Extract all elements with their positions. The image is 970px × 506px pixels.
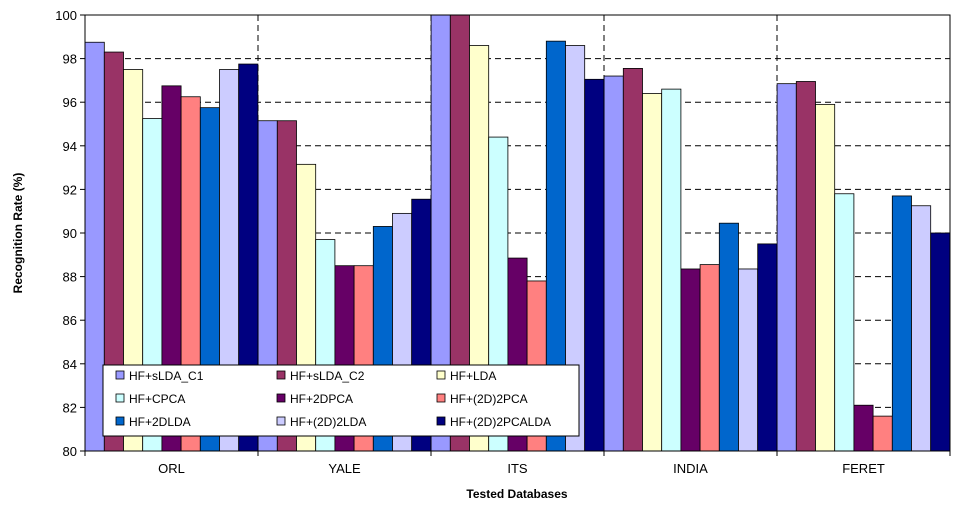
bar-feret-series-5	[853, 404, 874, 452]
bar-india-series-4	[661, 88, 682, 452]
legend-label: HF+sLDA_C1	[129, 369, 204, 383]
y-tick-label: 80	[63, 444, 77, 459]
bar-feret-series-6	[872, 415, 893, 452]
legend-label: HF+(2D)2PCA	[450, 392, 528, 406]
bar-india-series-8	[738, 268, 759, 452]
y-tick-label: 82	[63, 400, 77, 415]
bar-india-series-2	[622, 68, 643, 452]
y-tick-label: 100	[55, 8, 77, 23]
legend-label: HF+CPCA	[129, 392, 185, 406]
bar-feret-series-4	[834, 193, 855, 452]
bar-india-series-9	[757, 243, 778, 452]
legend-swatch	[115, 370, 125, 380]
legend-box	[102, 364, 580, 437]
legend-swatch	[436, 393, 446, 403]
legend-label: HF+2DPCA	[290, 392, 353, 406]
legend-swatch	[276, 393, 286, 403]
legend-swatch	[436, 370, 446, 380]
bars	[84, 14, 951, 452]
legend-label: HF+LDA	[450, 369, 496, 383]
y-axis-title: Recognition Rate (%)	[11, 173, 25, 294]
bar-india-series-7	[718, 222, 739, 452]
y-tick-label: 90	[63, 226, 77, 241]
bar-feret-series-7	[891, 195, 912, 452]
bar-feret-series-1	[776, 83, 797, 452]
bar-india-series-5	[680, 268, 701, 452]
x-tick-label: FERET	[842, 461, 885, 476]
y-tick-label: 88	[63, 270, 77, 285]
legend-swatch	[276, 416, 286, 426]
y-tick-label: 96	[63, 95, 77, 110]
bar-feret-series-2	[795, 81, 816, 452]
legend-swatch	[115, 416, 125, 426]
y-tick-label: 86	[63, 313, 77, 328]
legend-label: HF+(2D)2PCALDA	[450, 415, 551, 429]
legend-swatch	[115, 393, 125, 403]
y-axis-ticks: 80 82 84 86 88 90 92 94 96 98 100	[55, 8, 85, 459]
x-tick-label: YALE	[328, 461, 361, 476]
y-tick-label: 84	[63, 357, 77, 372]
y-tick-label: 94	[63, 139, 77, 154]
x-tick-label: ITS	[507, 461, 528, 476]
bar-its-series-9	[584, 78, 605, 452]
bar-india-series-1	[603, 75, 624, 452]
bar-india-series-3	[642, 93, 663, 452]
legend: HF+sLDA_C1 HF+sLDA_C2 HF+LDA HF+CPCA HF+2DPC…	[102, 364, 580, 437]
bar-feret-series-8	[911, 205, 932, 452]
bar-feret-series-9	[930, 232, 951, 452]
legend-swatch	[436, 416, 446, 426]
x-axis-ticks: ORL YALE ITS INDIA FERET	[84, 451, 951, 476]
legend-label: HF+(2D)2LDA	[290, 415, 366, 429]
legend-swatch	[276, 370, 286, 380]
legend-label: HF+sLDA_C2	[290, 369, 365, 383]
bar-india-series-6	[699, 264, 720, 452]
x-axis-title: Tested Databases	[466, 487, 567, 501]
bar-feret-series-3	[815, 103, 836, 452]
legend-label: HF+2DLDA	[129, 415, 191, 429]
y-tick-label: 98	[63, 52, 77, 67]
y-tick-label: 92	[63, 182, 77, 197]
x-tick-label: ORL	[158, 461, 185, 476]
bar-orl-series-1	[84, 41, 105, 452]
x-tick-label: INDIA	[673, 461, 708, 476]
